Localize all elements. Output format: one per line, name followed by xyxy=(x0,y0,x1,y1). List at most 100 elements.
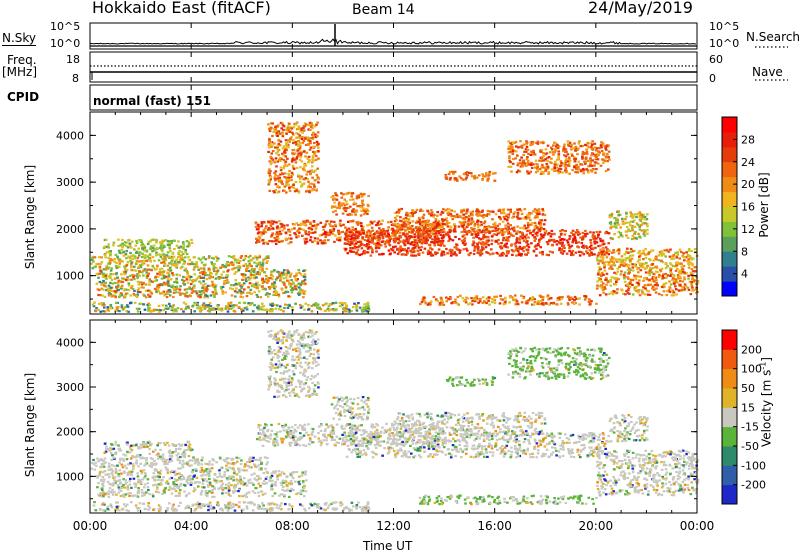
echo-cell xyxy=(526,229,529,233)
echo-cell xyxy=(282,273,285,276)
echo-cell xyxy=(141,246,144,250)
echo-cell xyxy=(211,280,214,283)
echo-cell xyxy=(399,216,402,219)
echo-cell xyxy=(602,242,606,245)
echo-cell xyxy=(177,251,180,254)
echo-cell xyxy=(267,286,271,289)
echo-cell xyxy=(239,290,242,293)
echo-cell xyxy=(166,290,169,293)
echo-cell xyxy=(293,190,297,193)
echo-cell xyxy=(108,259,112,262)
echo-cell xyxy=(391,232,394,235)
echo-cell xyxy=(310,123,314,127)
echo-cell xyxy=(565,239,569,242)
echo-cell xyxy=(278,176,282,179)
echo-cell xyxy=(394,234,397,237)
echo-cell xyxy=(623,264,626,267)
echo-cell xyxy=(579,250,582,253)
echo-cell xyxy=(306,157,310,160)
echo-cell xyxy=(477,301,480,304)
echo-cell xyxy=(502,210,505,213)
echo-cell xyxy=(451,239,455,242)
echo-cell xyxy=(186,281,190,284)
echo-cell xyxy=(311,176,314,179)
echo-cell xyxy=(511,141,514,144)
echo-cell xyxy=(625,284,629,287)
echo-cell xyxy=(542,236,545,239)
echo-cell xyxy=(521,237,524,240)
echo-cell xyxy=(444,209,447,212)
echo-cell xyxy=(408,231,411,234)
echo-cell xyxy=(313,237,317,240)
echo-cell xyxy=(248,282,252,285)
echo-cell xyxy=(315,123,318,126)
echo-cell xyxy=(357,240,360,243)
echo-cell xyxy=(324,242,327,245)
echo-cell xyxy=(478,224,482,227)
echo-cell xyxy=(383,232,386,236)
echo-cell xyxy=(481,296,485,299)
echo-cell xyxy=(214,290,218,293)
echo-cell xyxy=(433,244,437,247)
echo-cell xyxy=(504,224,507,227)
echo-cell xyxy=(586,252,589,255)
echo-cell xyxy=(604,160,608,163)
echo-cell xyxy=(640,264,644,268)
echo-cell xyxy=(115,309,119,312)
echo-cell xyxy=(471,233,474,236)
echo-cell xyxy=(126,276,129,279)
echo-cell xyxy=(465,233,469,236)
echo-cell xyxy=(584,232,587,236)
echo-cell xyxy=(295,236,298,239)
echo-cell xyxy=(109,250,112,253)
echo-cell xyxy=(183,292,186,295)
echo-cell xyxy=(247,276,250,279)
echo-cell xyxy=(205,274,208,277)
echo-cell xyxy=(324,223,327,226)
echo-cell xyxy=(525,141,529,144)
echo-cell xyxy=(109,272,112,276)
echo-cell xyxy=(426,239,429,242)
echo-cell xyxy=(267,183,270,186)
echo-cell xyxy=(486,297,489,300)
echo-cell xyxy=(233,290,237,293)
echo-cell xyxy=(108,261,112,264)
echo-cell xyxy=(515,145,518,148)
echo-cell xyxy=(583,295,586,298)
echo-cell xyxy=(423,232,426,235)
echo-cell xyxy=(166,292,170,295)
echo-cell xyxy=(569,296,573,299)
echo-cell xyxy=(595,241,599,244)
echo-cell xyxy=(505,219,509,222)
echo-cell xyxy=(221,265,225,268)
echo-cell xyxy=(115,288,119,291)
echo-cell xyxy=(458,238,461,241)
echo-cell xyxy=(275,221,278,224)
echo-cell xyxy=(189,282,193,286)
echo-cell xyxy=(536,165,539,168)
echo-cell xyxy=(481,173,484,176)
echo-cell xyxy=(406,240,410,244)
echo-cell xyxy=(271,122,274,125)
echo-cell xyxy=(526,159,530,162)
echo-cell xyxy=(557,297,560,300)
echo-cell xyxy=(214,255,218,258)
echo-cell xyxy=(515,254,518,257)
echo-cell xyxy=(180,292,184,295)
echo-cell xyxy=(672,291,676,294)
echo-cell xyxy=(535,247,538,250)
echo-cell xyxy=(102,279,105,283)
echo-cell xyxy=(255,285,259,288)
echo-cell xyxy=(194,290,198,293)
echo-cell xyxy=(288,169,291,173)
echo-cell xyxy=(406,242,410,245)
echo-cell xyxy=(553,240,556,243)
echo-cell xyxy=(118,261,122,264)
echo-cell xyxy=(349,205,352,208)
echo-cell xyxy=(486,179,489,182)
echo-cell xyxy=(150,292,153,295)
echo-cell xyxy=(180,257,183,260)
echo-cell xyxy=(387,249,391,252)
echo-cell xyxy=(386,229,390,232)
echo-cell xyxy=(148,280,151,283)
